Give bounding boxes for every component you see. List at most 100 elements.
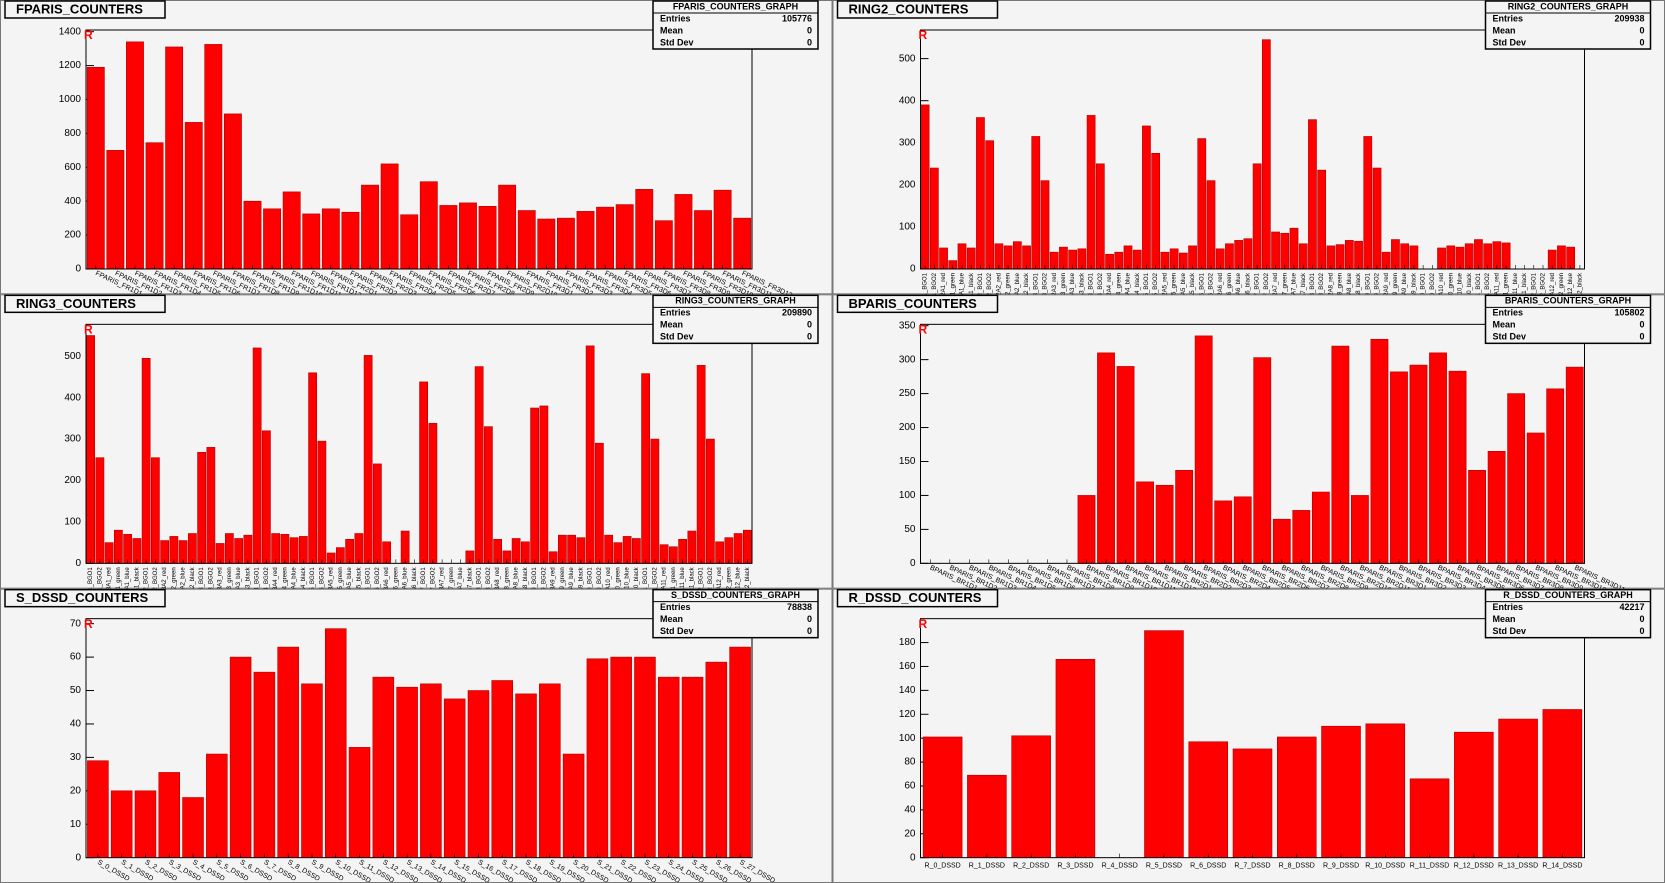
x-tick-label: R2_6_BGO2 xyxy=(1209,272,1215,307)
plot-frame xyxy=(920,29,1585,270)
bar xyxy=(1206,180,1216,270)
stats-name: FPARIS_COUNTERS_GRAPH xyxy=(673,1,798,11)
badge: R xyxy=(84,28,93,42)
x-tick-label: R2A3_black xyxy=(1079,272,1085,305)
bar xyxy=(1272,518,1291,564)
bar xyxy=(743,529,752,564)
x-tick-label: R2_3_BGO1 xyxy=(1033,272,1039,307)
x-tick-label: R_2_DSSD xyxy=(1013,863,1049,870)
x-tick-label: R2A8_red xyxy=(1328,273,1334,300)
stats-name: R_DSSD_COUNTERS_GRAPH xyxy=(1503,590,1633,600)
bar xyxy=(1448,370,1467,564)
x-tick-label: R_3_DSSD xyxy=(1057,863,1093,870)
bar xyxy=(420,683,442,858)
x-tick-label: R_10_DSSD xyxy=(1365,863,1405,870)
y-tick-label: 0 xyxy=(75,558,81,569)
bar xyxy=(1289,227,1299,270)
bar xyxy=(1280,232,1290,270)
x-tick-label: R3A5_blue xyxy=(347,567,353,597)
x-tick-label: R2_8_BGO1 xyxy=(1310,272,1316,307)
stats-label: Entries xyxy=(1493,602,1524,612)
bar xyxy=(324,628,347,858)
x-tick-label: R2_8_BGO2 xyxy=(1319,272,1325,307)
x-tick-label: R2A9_black xyxy=(1411,272,1417,305)
y-tick-label: 200 xyxy=(64,475,81,486)
x-tick-label: R3_3_BGO1 xyxy=(199,567,205,602)
y-tick-label: 300 xyxy=(64,434,81,445)
bar xyxy=(929,167,939,270)
y-tick-label: 80 xyxy=(904,757,916,768)
bar xyxy=(515,693,537,858)
y-tick-label: 10 xyxy=(70,819,82,830)
bar xyxy=(1155,484,1174,564)
bar xyxy=(1370,338,1389,564)
stats-value: 0 xyxy=(807,614,812,624)
bar xyxy=(419,381,428,564)
bar xyxy=(428,423,438,564)
y-tick-label: 20 xyxy=(904,828,916,839)
y-tick-label: 250 xyxy=(899,388,916,399)
stats-value: 105776 xyxy=(782,13,812,23)
y-tick-label: 100 xyxy=(64,517,81,528)
x-tick-label: R3_2_BGO2 xyxy=(153,567,159,602)
x-tick-label: R3A8_green xyxy=(504,567,510,601)
stats-name: S_DSSD_COUNTERS_GRAPH xyxy=(671,590,800,600)
bar xyxy=(1409,364,1428,564)
x-tick-label: R3A2_blue xyxy=(181,567,187,597)
bar xyxy=(1542,709,1583,858)
chart-title: R_DSSD_COUNTERS xyxy=(849,590,982,605)
x-tick-label: R_1_DSSD xyxy=(969,863,1005,870)
bar xyxy=(262,430,271,564)
stats-label: Entries xyxy=(660,308,691,318)
stats-box xyxy=(1484,588,1652,639)
bar xyxy=(253,671,276,858)
bar xyxy=(145,142,164,270)
x-tick-label: R3A10_blue xyxy=(625,567,631,601)
x-tick-label: R2A8_green xyxy=(1338,273,1344,307)
bar xyxy=(223,113,242,270)
x-tick-label: R3A6_blue xyxy=(403,567,409,597)
stats-value: 78838 xyxy=(787,602,812,612)
x-tick-label: R3A12_black xyxy=(745,566,751,603)
x-tick-label: R_0_DSSD xyxy=(925,863,961,870)
stats-label: Entries xyxy=(660,13,691,23)
x-tick-label: R3A1_blue xyxy=(125,567,131,597)
stats-value: 0 xyxy=(807,332,812,342)
x-tick-label: R3A12_red xyxy=(717,567,723,597)
x-tick-label: R_14_DSSD xyxy=(1542,863,1582,870)
badge: R xyxy=(84,617,93,631)
x-tick-label: R2A7_blue xyxy=(1292,272,1298,302)
bar xyxy=(595,442,604,564)
y-tick-label: 300 xyxy=(899,354,916,365)
x-tick-label: R3A10_black xyxy=(634,566,640,603)
bar xyxy=(1344,240,1354,270)
x-tick-label: R3_12_BGO1 xyxy=(699,567,705,605)
x-tick-label: R3A5_green xyxy=(338,567,344,601)
x-tick-label: R3_5_BGO2 xyxy=(319,567,325,602)
stats-value: 0 xyxy=(1639,614,1644,624)
x-tick-label: R2A4_green xyxy=(1116,273,1122,307)
x-tick-label: R3_1_BGO2 xyxy=(97,567,103,602)
badge: R xyxy=(84,323,93,337)
y-tick-label: 0 xyxy=(75,264,81,275)
panel: 050100150200250300350BPARIS_BR1D1BPARIS_… xyxy=(832,294,1665,594)
x-tick-label: R3_8_BGO1 xyxy=(477,567,483,602)
x-tick-label: R3A6_black xyxy=(412,566,418,599)
bar xyxy=(478,205,497,270)
stats-value: 0 xyxy=(1639,626,1644,636)
bar xyxy=(650,438,660,564)
stats-label: Entries xyxy=(660,602,691,612)
x-tick-label: R3A4_green xyxy=(282,567,288,601)
bar xyxy=(277,646,299,858)
bar xyxy=(443,698,466,858)
bar xyxy=(1234,240,1244,270)
bar xyxy=(558,534,567,564)
stats-box xyxy=(652,0,819,50)
chart-title: RING2_COUNTERS xyxy=(849,1,969,16)
x-tick-label: R2A8_black xyxy=(1356,272,1362,305)
bar xyxy=(243,534,253,564)
bar xyxy=(610,656,632,858)
x-tick-label: R3_1_BGO1 xyxy=(88,567,94,602)
stats-value: 0 xyxy=(807,37,812,47)
bar xyxy=(86,66,105,270)
